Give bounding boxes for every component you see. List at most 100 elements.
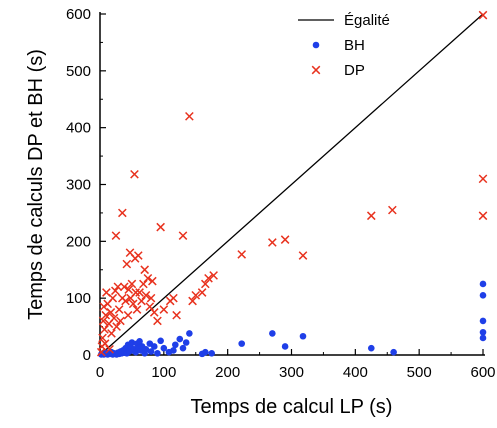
dp-point	[366, 211, 376, 221]
bh-point	[390, 348, 397, 356]
bh-point	[160, 344, 168, 352]
y-tick-label: 100	[66, 290, 91, 307]
dp-point	[178, 231, 188, 240]
dp-point	[98, 316, 108, 326]
bh-point	[202, 348, 209, 356]
dp-point	[197, 288, 207, 297]
legend-equality-label: Égalité	[344, 12, 390, 29]
dp-point	[298, 251, 308, 260]
legend-dp-label: DP	[344, 62, 365, 79]
x-axis-title: Temps de calcul LP (s)	[191, 396, 393, 418]
bh-point	[479, 317, 487, 325]
dp-point	[135, 288, 144, 297]
dp-point	[121, 296, 130, 306]
dp-point	[105, 344, 114, 354]
dp-point	[122, 259, 132, 269]
dp-point	[478, 10, 488, 20]
y-tick-label: 200	[66, 233, 91, 250]
bh-point	[179, 344, 187, 352]
dp-point	[127, 279, 137, 289]
legend-bh-swatch	[312, 41, 320, 49]
bh-point	[150, 343, 158, 350]
dp-point	[149, 308, 159, 317]
dp-point	[169, 293, 178, 303]
y-tick-label: 300	[66, 177, 91, 194]
x-tick-label: 300	[279, 364, 304, 381]
dp-point	[107, 329, 116, 338]
dp-point	[388, 205, 397, 215]
dp-point	[98, 333, 107, 343]
dp-point	[140, 265, 150, 275]
dp-point	[204, 273, 213, 283]
bh-point	[147, 348, 155, 355]
dp-point	[111, 231, 121, 240]
bh-point	[281, 343, 289, 350]
dp-point	[145, 302, 155, 312]
dp-point	[139, 279, 148, 289]
dp-point	[101, 310, 111, 320]
legend: Égalité BH DP	[298, 12, 390, 79]
dp-point	[143, 273, 153, 283]
x-tick-label: 400	[343, 364, 368, 381]
bh-point	[176, 335, 184, 343]
bh-point	[269, 330, 276, 337]
bh-point	[208, 349, 216, 357]
dp-point	[132, 305, 142, 314]
dp-point	[131, 288, 141, 297]
dp-point	[113, 282, 123, 292]
y-tick-label: 0	[83, 347, 91, 364]
bh-point	[136, 338, 143, 345]
x-tick-label: 500	[407, 364, 432, 381]
dp-point	[108, 293, 118, 303]
bh-point	[479, 292, 487, 299]
dp-point	[128, 299, 138, 309]
dp-point	[188, 296, 197, 306]
x-tick-label: 0	[96, 364, 104, 381]
y-tick-label: 400	[66, 120, 91, 137]
dp-point	[114, 305, 124, 314]
dp-point	[137, 296, 146, 306]
dp-point	[130, 169, 139, 179]
bh-point	[182, 339, 190, 346]
dp-point	[209, 271, 218, 280]
bh-point	[479, 328, 487, 336]
bh-point	[170, 347, 177, 354]
bh-point	[186, 330, 193, 337]
y-tick-label: 600	[66, 6, 91, 23]
dp-point	[106, 308, 116, 317]
dp-point	[141, 290, 151, 300]
bh-point	[172, 341, 179, 349]
legend-dp-swatch	[311, 65, 321, 75]
bh-point	[299, 332, 307, 340]
equality-line	[99, 13, 484, 356]
dp-point	[100, 325, 109, 334]
series-layer	[96, 10, 488, 358]
dp-point	[280, 235, 290, 244]
dp-point	[146, 293, 156, 303]
dp-point	[172, 310, 181, 320]
legend-bh-label: BH	[344, 37, 365, 54]
x-tick-label: 600	[470, 364, 495, 381]
dp-point	[478, 211, 488, 221]
dp-point	[124, 285, 134, 294]
bh-point	[238, 340, 246, 347]
x-tick-label: 200	[215, 364, 240, 381]
axes-layer: 0 100 200 300 400 500 600 0 100 200 300 400 500 600	[66, 6, 496, 381]
dp-point	[478, 174, 488, 184]
bh-point	[367, 344, 375, 352]
x-tick-label: 100	[151, 364, 176, 381]
dp-point	[191, 290, 201, 300]
dp-point	[159, 305, 169, 314]
bh-point	[157, 337, 164, 345]
bh-point	[479, 280, 487, 288]
y-axis-title: Temps de calculs DP et BH (s)	[25, 49, 47, 320]
dp-point	[123, 310, 133, 320]
dp-point	[185, 111, 194, 121]
dp-point	[118, 208, 127, 218]
dp-point	[148, 276, 157, 286]
y-tick-label: 500	[66, 63, 91, 80]
dp-point	[200, 279, 210, 289]
dp-point	[119, 282, 129, 292]
dp-point	[133, 251, 143, 260]
